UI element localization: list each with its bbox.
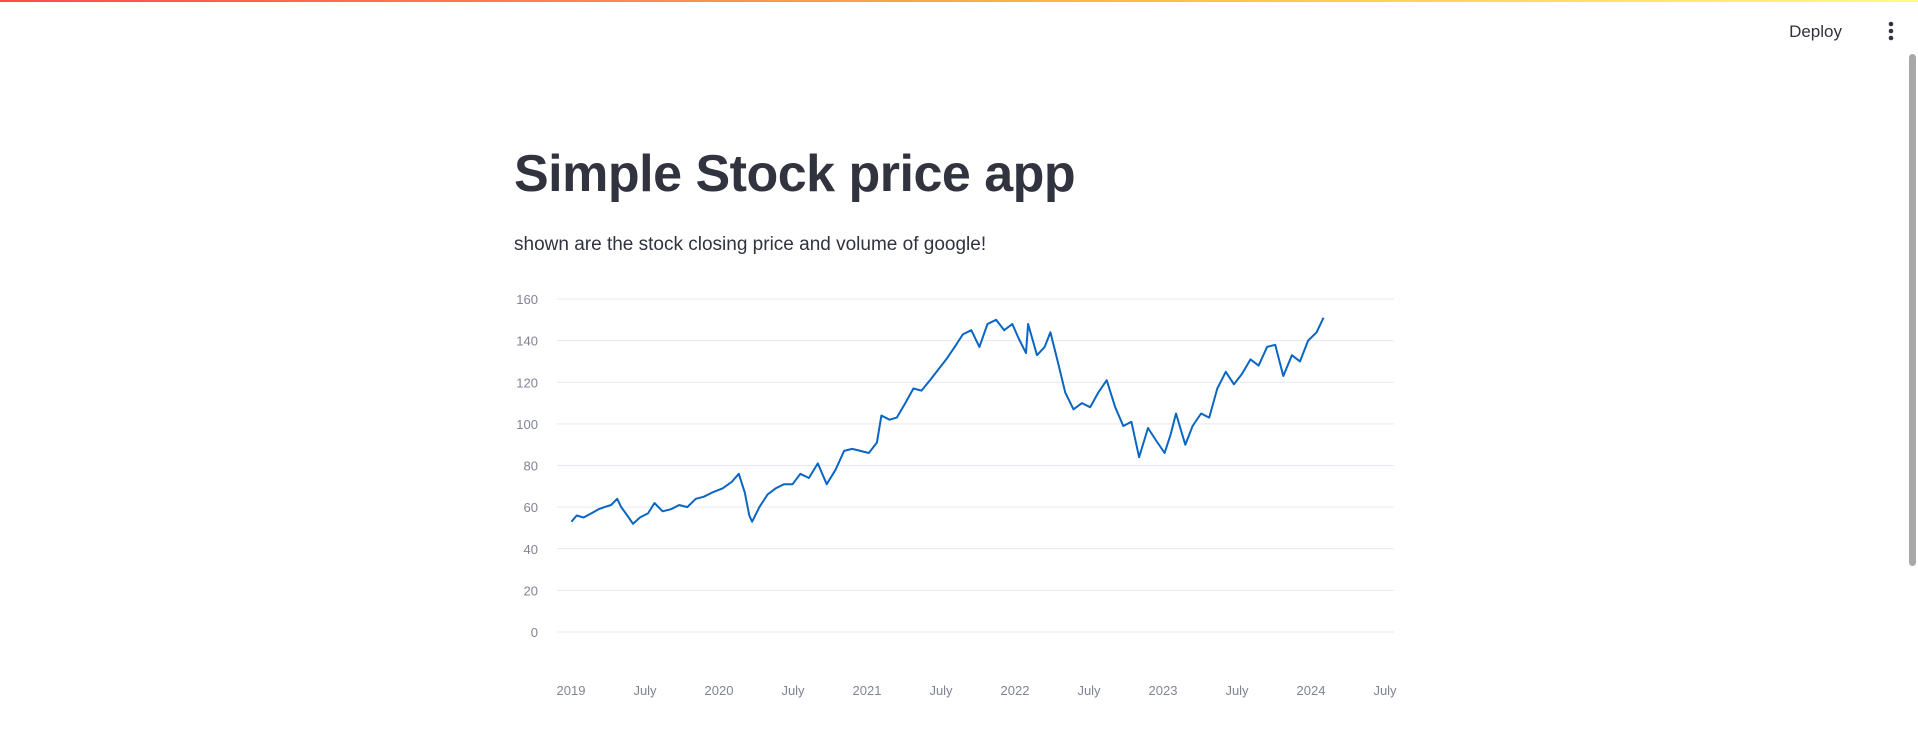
x-tick-label: 2024	[1297, 683, 1326, 698]
x-tick-label: July	[1077, 683, 1101, 698]
page-title: Simple Stock price app	[514, 145, 1076, 203]
scrollbar-thumb[interactable]	[1909, 54, 1916, 566]
y-tick-label: 60	[524, 500, 538, 515]
series-line-0	[570, 317, 1325, 525]
x-tick-label: 2020	[705, 683, 734, 698]
x-tick-label: July	[929, 683, 953, 698]
chart-series-layer	[570, 317, 1325, 525]
y-tick-label: 0	[531, 625, 538, 640]
y-tick-label: 80	[524, 459, 538, 474]
x-tick-label: 2023	[1149, 683, 1178, 698]
top-decoration-bar	[0, 0, 1918, 2]
y-tick-label: 140	[516, 334, 538, 349]
y-tick-label: 100	[516, 417, 538, 432]
x-tick-label: 2021	[853, 683, 882, 698]
x-tick-label: July	[1225, 683, 1249, 698]
y-tick-label: 40	[524, 542, 538, 557]
y-tick-label: 120	[516, 375, 538, 390]
chart-x-axis: 2019 July 2020 July 2021 July 2022 July 2023 July…	[557, 683, 1398, 698]
y-tick-label: 20	[524, 583, 538, 598]
chart-y-axis: 0 20 40 60 80 100 120 140 160	[516, 292, 538, 640]
x-tick-label: July	[633, 683, 657, 698]
deploy-button[interactable]: Deploy	[1789, 22, 1842, 41]
x-tick-label: July	[781, 683, 805, 698]
x-tick-label: 2019	[557, 683, 586, 698]
app-header: Deploy	[0, 2, 1918, 58]
x-tick-label: 2022	[1001, 683, 1030, 698]
chart-gridlines	[557, 298, 1394, 633]
vertical-ellipsis-icon	[1888, 21, 1894, 41]
main-menu-button[interactable]	[1884, 20, 1898, 42]
y-tick-label: 160	[516, 292, 538, 307]
x-tick-label: July	[1373, 683, 1397, 698]
page-subtitle: shown are the stock closing price and vo…	[514, 234, 987, 255]
